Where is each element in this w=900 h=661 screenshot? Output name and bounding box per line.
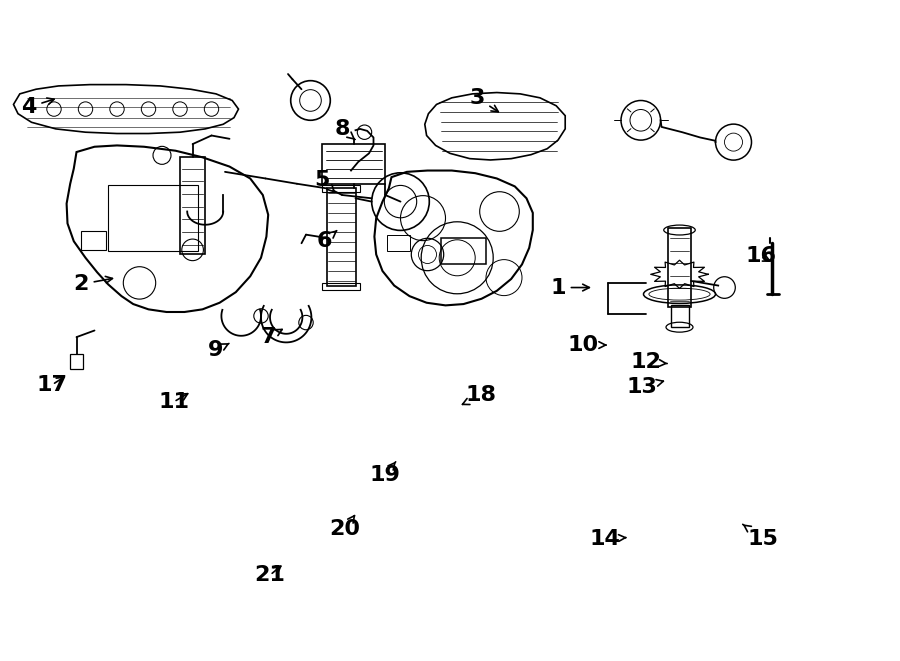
Text: 12: 12 <box>631 352 667 372</box>
Text: 13: 13 <box>626 377 663 397</box>
Text: 5: 5 <box>314 170 335 192</box>
Text: 6: 6 <box>316 231 337 251</box>
Text: 8: 8 <box>334 119 355 139</box>
Text: 20: 20 <box>329 516 360 539</box>
Text: 10: 10 <box>568 335 606 355</box>
Text: 3: 3 <box>469 88 499 112</box>
Text: 1: 1 <box>550 278 590 297</box>
Text: 17: 17 <box>37 375 68 395</box>
Text: 16: 16 <box>745 247 776 266</box>
Text: 21: 21 <box>255 565 285 585</box>
Text: 7: 7 <box>260 327 283 347</box>
Text: 11: 11 <box>158 392 189 412</box>
Text: 9: 9 <box>208 340 229 360</box>
Text: 2: 2 <box>73 274 112 294</box>
Text: 15: 15 <box>742 524 778 549</box>
Text: 19: 19 <box>370 462 400 485</box>
Text: 14: 14 <box>590 529 626 549</box>
Text: 18: 18 <box>463 385 497 405</box>
Text: 4: 4 <box>21 97 54 117</box>
